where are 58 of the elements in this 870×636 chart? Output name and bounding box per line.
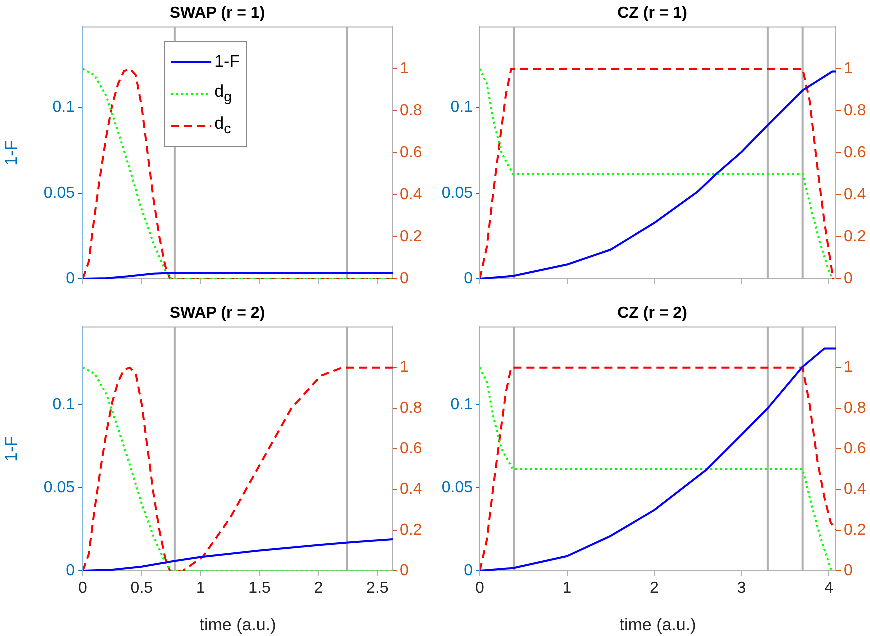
y-tick-label: 0.2 xyxy=(844,522,866,539)
y2-tick-label: 0.8 xyxy=(400,400,422,417)
y-tick-label: 0 xyxy=(66,562,76,580)
y2-tick-label: 0.2 xyxy=(400,522,422,539)
chart-title: SWAP (r = 1) xyxy=(170,5,266,22)
y2-tick-label: 0.6 xyxy=(400,440,422,458)
y2-tick-label: 0 xyxy=(464,270,474,288)
x-tick-label: 2.5 xyxy=(366,580,389,598)
y-tick-label: 0.8 xyxy=(844,102,866,120)
legend-label: d$_{c}$ xyxy=(214,114,232,138)
y-tick-label: 0.6 xyxy=(844,144,866,162)
y-tick-label: 1 xyxy=(844,359,853,376)
x-tick-label: 4 xyxy=(824,580,834,598)
x-axis-title: time (a.u.) xyxy=(200,615,276,634)
y-tick-label: 1 xyxy=(844,60,853,78)
y-tick-label: 0.1 xyxy=(52,99,76,116)
y-tick-label: 0.6 xyxy=(844,440,866,458)
y2-tick-label: 0.8 xyxy=(400,102,422,120)
y-tick-label: 0 xyxy=(66,270,76,288)
y-tick-label: 0.05 xyxy=(44,184,76,202)
chart-title: CZ (r = 1) xyxy=(618,5,688,22)
y-axis-title: 1-F xyxy=(2,436,21,462)
chart-title: CZ (r = 2) xyxy=(618,305,688,322)
x-tick-label: 0.5 xyxy=(130,580,154,598)
y-tick-label: 0.2 xyxy=(844,228,866,246)
y2-tick-label: 0.1 xyxy=(450,99,474,116)
x-tick-label: 2 xyxy=(650,580,660,598)
legend-label: d$_{g}$ xyxy=(214,82,232,106)
y2-tick-label: 1 xyxy=(400,60,409,78)
x-tick-label: 1.5 xyxy=(248,580,272,598)
y2-tick-label: 0 xyxy=(400,270,409,288)
y-tick-label: 0.4 xyxy=(844,186,866,204)
y2-tick-label: 0.6 xyxy=(400,144,422,162)
y2-tick-label: 0 xyxy=(464,562,474,580)
x-tick-label: 0 xyxy=(78,580,88,598)
x-tick-label: 3 xyxy=(737,580,746,598)
chart-title: SWAP (r = 2) xyxy=(170,305,266,322)
y-tick-label: 0.4 xyxy=(844,481,866,498)
y-axis-title: 1-F xyxy=(2,140,21,166)
y2-tick-label: 0 xyxy=(400,562,409,580)
x-tick-label: 2 xyxy=(314,580,324,598)
y2-tick-label: 0.2 xyxy=(400,228,422,246)
y2-tick-label: 0.1 xyxy=(450,396,474,414)
y-tick-label: 0 xyxy=(844,562,853,580)
y-tick-label: 0.05 xyxy=(44,479,76,496)
x-axis-title: time (a.u.) xyxy=(620,615,696,634)
y-tick-label: 0.1 xyxy=(52,396,76,414)
legend-label: 1-F xyxy=(214,52,240,72)
y2-tick-label: 0.05 xyxy=(442,479,474,496)
y2-tick-label: 1 xyxy=(400,359,409,376)
y-tick-label: 0.8 xyxy=(844,400,866,417)
y2-tick-label: 0.4 xyxy=(400,481,422,498)
y2-tick-label: 0.4 xyxy=(400,186,422,204)
y-tick-label: 0 xyxy=(844,270,853,288)
x-tick-label: 1 xyxy=(562,580,572,598)
x-tick-label: 1 xyxy=(196,580,206,598)
y2-tick-label: 0.05 xyxy=(442,184,474,202)
x-tick-label: 0 xyxy=(476,580,485,598)
